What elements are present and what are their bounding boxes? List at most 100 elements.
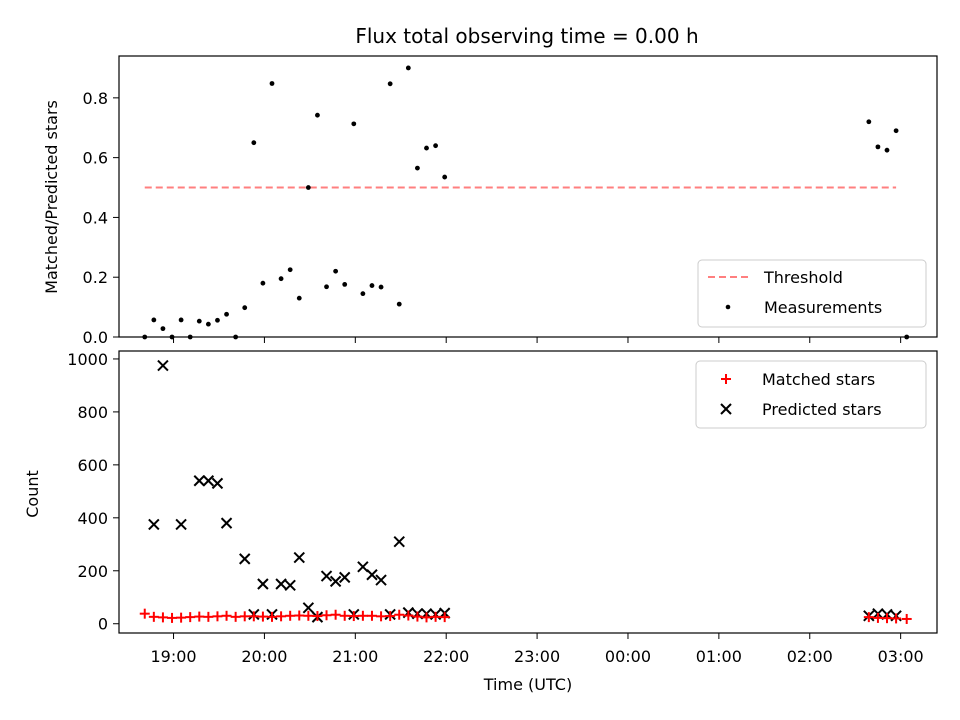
matched-stars-point — [212, 611, 223, 622]
measurement-point — [442, 174, 448, 180]
matched-stars-point — [312, 611, 323, 622]
x-axis-label: Time (UTC) — [483, 675, 572, 694]
matched-stars-point — [901, 613, 912, 624]
top-plot-area — [142, 65, 910, 340]
x-tick-label: 01:00 — [696, 647, 742, 666]
measurement-point — [324, 284, 329, 290]
predicted-stars-point — [211, 477, 224, 490]
top-y-axis: 0.0 0.2 0.4 0.6 0.8 — [83, 89, 119, 347]
legend-marker-predicted — [720, 403, 732, 415]
matched-stars-point — [403, 610, 414, 621]
measurement-point — [296, 295, 302, 301]
matched-stars-point — [221, 610, 232, 621]
matched-stars-point — [339, 610, 350, 621]
matched-stars-point — [157, 612, 168, 623]
bottom-y-axis-label: Count — [23, 470, 42, 518]
measurement-point — [251, 140, 257, 146]
matched-stars-point — [366, 610, 377, 621]
measurement-point — [242, 305, 248, 311]
legend-swatch-measurements — [725, 304, 731, 310]
top-legend-box — [697, 259, 927, 328]
matched-stars-point — [266, 611, 277, 622]
bottom-y-tick-label: 1000 — [67, 350, 108, 369]
matched-stars-point — [412, 611, 423, 622]
top-x-axis — [173, 337, 902, 343]
measurement-point — [875, 144, 881, 150]
predicted-stars-point — [357, 561, 369, 573]
measurement-point — [396, 301, 402, 307]
bottom-x-axis: 19:00 20:00 21:00 22:00 23:00 00:00 01:00 02:00… — [150, 633, 924, 666]
bottom-y-tick-label: 400 — [77, 509, 108, 528]
measurement-point — [260, 280, 266, 286]
measurement-point — [151, 317, 157, 323]
bottom-y-tick-label: 600 — [77, 456, 108, 475]
matched-stars-point — [385, 611, 396, 622]
matched-stars-point — [321, 610, 332, 621]
legend-label-predicted: Predicted stars — [762, 400, 882, 419]
top-y-tick-label: 0.6 — [83, 149, 108, 168]
measurement-point — [884, 147, 890, 153]
measurement-point — [351, 121, 357, 127]
predicted-stars-point — [175, 518, 187, 531]
top-legend: Threshold Measurements — [697, 259, 927, 328]
measurement-point — [224, 311, 229, 317]
matched-stars-point — [148, 611, 159, 622]
matched-stars-point — [230, 611, 241, 622]
x-tick-label: 20:00 — [241, 647, 287, 666]
predicted-stars-point — [239, 553, 251, 565]
bottom-y-tick-label: 0 — [98, 615, 108, 634]
measurement-point — [215, 317, 220, 323]
x-tick-label: 03:00 — [878, 647, 924, 666]
legend-swatch-predicted — [720, 403, 732, 415]
predicted-stars-point — [302, 602, 315, 614]
predicted-stars-point — [257, 578, 269, 590]
predicted-stars-point — [148, 518, 160, 531]
predicted-stars-point — [193, 475, 205, 487]
x-tick-label: 00:00 — [605, 647, 651, 666]
predicted-stars-point — [393, 535, 405, 548]
matched-stars-point — [294, 610, 305, 621]
measurement-point — [369, 283, 375, 288]
matched-stars-point — [891, 613, 902, 624]
matched-stars-point — [330, 609, 341, 620]
measurement-point — [424, 145, 429, 151]
matched-stars-point — [348, 611, 359, 622]
matched-stars-point — [203, 611, 214, 622]
measurement-point — [287, 267, 293, 273]
predicted-stars-point — [293, 551, 305, 564]
measurement-point — [387, 81, 393, 87]
measurement-point — [278, 276, 284, 282]
matched-stars-point — [176, 612, 187, 623]
legend-label-threshold: Threshold — [763, 268, 843, 287]
top-y-tick-label: 0.0 — [83, 328, 108, 347]
matched-stars-point — [882, 613, 893, 624]
legend-label-measurements: Measurements — [764, 298, 882, 317]
matched-stars-point — [863, 612, 874, 623]
predicted-stars-point — [202, 475, 215, 487]
measurement-point — [360, 291, 366, 297]
bottom-plot-frame — [118, 350, 938, 634]
measurement-point — [160, 326, 166, 332]
top-y-tick-label: 0.8 — [83, 89, 108, 108]
top-y-axis-label: Matched/Predicted stars — [42, 100, 61, 294]
x-tick-label: 22:00 — [423, 647, 469, 666]
measurement-point — [333, 268, 339, 274]
top-y-tick-label: 0.2 — [83, 268, 108, 287]
predicted-stars-point — [220, 517, 233, 529]
measurement-point — [305, 185, 311, 190]
predicted-stars-point — [366, 569, 378, 581]
matched-stars-point — [303, 610, 314, 621]
bottom-y-tick-label: 200 — [77, 562, 108, 581]
bottom-y-axis: 0 200 400 600 800 1000 — [67, 350, 119, 634]
predicted-stars-point — [284, 579, 296, 592]
predicted-stars-point — [339, 571, 351, 584]
matched-stars-point — [257, 611, 268, 622]
measurement-point — [178, 317, 184, 323]
predicted-stars-point — [320, 570, 333, 582]
x-tick-label: 23:00 — [514, 647, 560, 666]
legend-label-matched: Matched stars — [762, 370, 875, 389]
measurement-point — [405, 65, 411, 71]
matched-stars-point — [376, 611, 387, 622]
legend-swatch-matched — [721, 374, 731, 384]
